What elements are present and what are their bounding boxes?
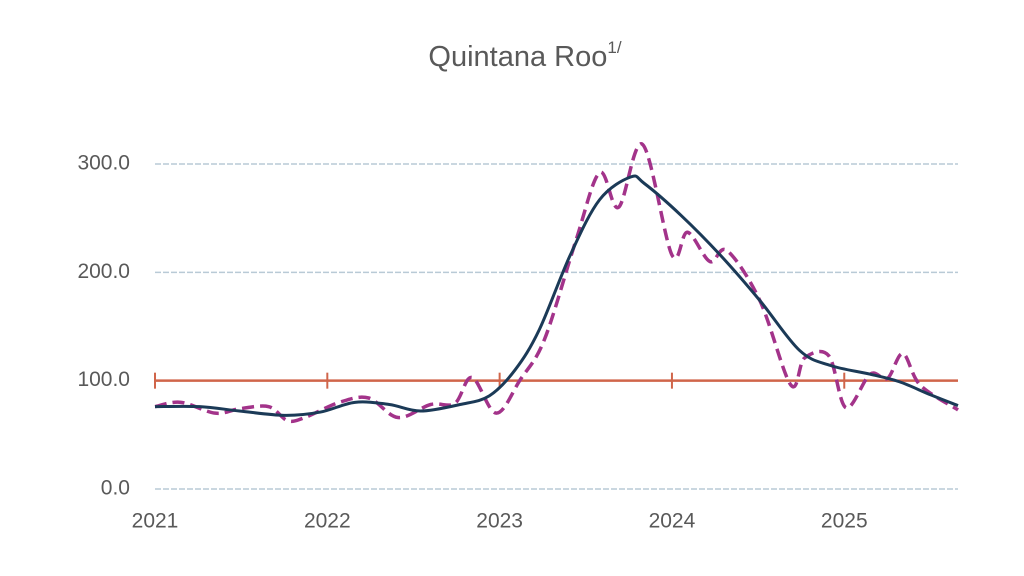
x-tick-label: 2024: [649, 510, 696, 533]
chart-title: Quintana Roo1/: [428, 38, 621, 72]
y-tick-label: 300.0: [77, 152, 130, 175]
x-tick-label: 2021: [132, 510, 179, 533]
title-superscript: 1/: [607, 38, 621, 57]
series-line: [154, 142, 959, 424]
x-tick-label: 2023: [476, 510, 523, 533]
y-tick-label: 100.0: [77, 368, 130, 391]
x-tick-label: 2025: [821, 510, 868, 533]
y-tick-label: 0.0: [101, 477, 130, 500]
series-line: [154, 174, 959, 417]
title-text: Quintana Roo: [428, 41, 607, 73]
y-tick-label: 200.0: [77, 260, 130, 283]
x-tick-label: 2022: [304, 510, 351, 533]
